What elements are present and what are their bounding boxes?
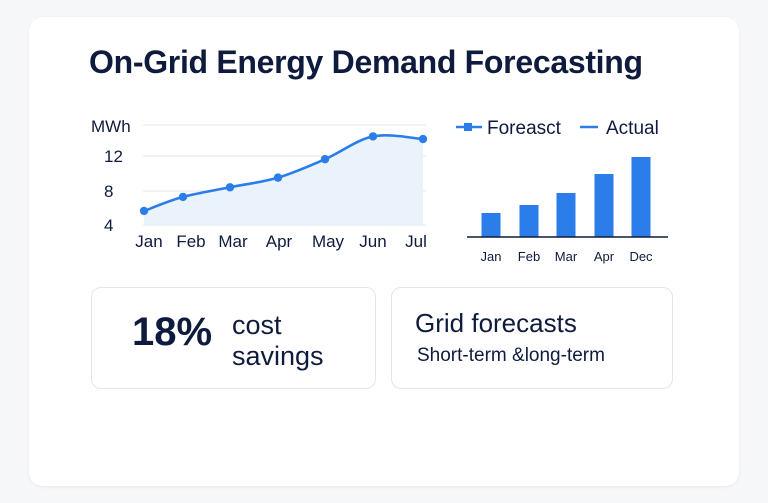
line-point-feb	[178, 192, 188, 202]
line-point-jan	[139, 206, 149, 216]
content-card	[29, 17, 739, 486]
line-y-tick-4: 4	[104, 216, 113, 235]
forecast-feature-card: Grid forecasts Short-term &long-term	[391, 287, 673, 389]
line-x-tick-jan: Jan	[135, 232, 162, 251]
bar-mar	[556, 193, 576, 237]
savings-value: 18%	[132, 310, 213, 354]
line-x-tick-mar: Mar	[218, 232, 248, 251]
bar-x-tick-dec: Dec	[629, 249, 653, 264]
legend-forecast-marker	[464, 123, 472, 131]
page-title: On-Grid Energy Demand Forecasting	[89, 44, 643, 80]
line-x-tick-apr: Apr	[266, 232, 293, 251]
bar-x-tick-feb: Feb	[518, 249, 540, 264]
line-y-tick-12: 12	[104, 147, 123, 166]
bar-dec	[631, 157, 651, 237]
feature-title: Grid forecasts	[415, 308, 577, 338]
bar-feb	[519, 205, 539, 237]
feature-subtitle: Short-term &long-term	[417, 345, 605, 366]
bar-x-tick-jan: Jan	[481, 249, 502, 264]
bar-x-tick-apr: Apr	[594, 249, 615, 264]
line-point-jul	[418, 134, 428, 144]
line-point-may	[320, 155, 330, 164]
line-y-axis-label: MWh	[91, 117, 131, 136]
line-y-tick-8: 8	[104, 182, 113, 201]
line-point-jun	[368, 132, 378, 141]
line-area-fill	[144, 135, 423, 225]
savings-label: cost savings	[232, 310, 324, 371]
line-point-mar	[225, 183, 235, 192]
line-x-tick-feb: Feb	[176, 232, 205, 251]
line-x-tick-jul: Jul	[405, 232, 427, 251]
savings-card: 18% cost savings	[91, 287, 376, 389]
line-x-tick-jun: Jun	[359, 232, 386, 251]
bar-x-tick-mar: Mar	[555, 249, 578, 264]
legend-actual-label: Actual	[606, 118, 659, 139]
bar-jan	[481, 213, 501, 237]
bar-apr	[594, 174, 614, 237]
line-point-apr	[273, 173, 283, 182]
legend-forecast-label: Foreasct	[487, 118, 562, 139]
line-x-tick-may: May	[312, 232, 345, 251]
